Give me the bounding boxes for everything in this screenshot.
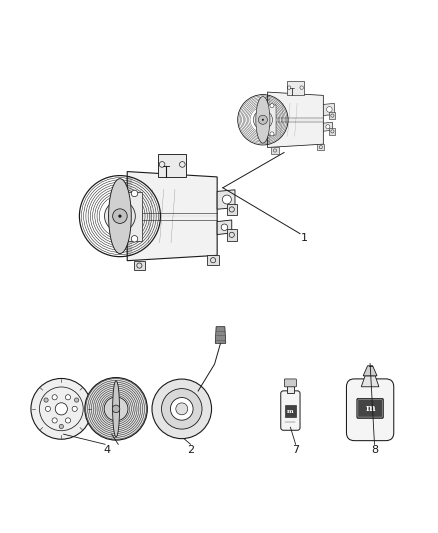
- Bar: [286, 386, 294, 393]
- FancyBboxPatch shape: [357, 398, 383, 418]
- Circle shape: [55, 403, 67, 415]
- FancyBboxPatch shape: [281, 391, 300, 430]
- Circle shape: [326, 125, 330, 128]
- Circle shape: [118, 214, 121, 218]
- Polygon shape: [317, 144, 324, 150]
- Polygon shape: [158, 154, 187, 177]
- Polygon shape: [127, 192, 142, 240]
- Text: 4: 4: [104, 445, 111, 455]
- Circle shape: [65, 395, 71, 400]
- Polygon shape: [329, 112, 336, 119]
- Text: m: m: [287, 409, 294, 414]
- Polygon shape: [127, 172, 217, 261]
- Polygon shape: [323, 122, 332, 131]
- Circle shape: [131, 190, 138, 197]
- Circle shape: [270, 103, 274, 108]
- Text: 1: 1: [301, 233, 308, 243]
- Circle shape: [253, 110, 272, 130]
- Circle shape: [72, 406, 77, 411]
- Ellipse shape: [113, 381, 120, 437]
- Polygon shape: [286, 82, 304, 95]
- Ellipse shape: [256, 96, 270, 143]
- Polygon shape: [217, 190, 235, 209]
- Circle shape: [221, 224, 228, 230]
- Polygon shape: [323, 103, 335, 116]
- Polygon shape: [363, 366, 377, 376]
- Polygon shape: [329, 128, 336, 135]
- Circle shape: [112, 405, 120, 413]
- Circle shape: [52, 418, 57, 423]
- Circle shape: [59, 424, 64, 429]
- Polygon shape: [268, 104, 276, 135]
- Polygon shape: [217, 220, 232, 235]
- Circle shape: [258, 115, 268, 124]
- Circle shape: [176, 403, 188, 415]
- Circle shape: [31, 378, 92, 439]
- Circle shape: [162, 389, 202, 429]
- Circle shape: [105, 201, 135, 231]
- Polygon shape: [361, 376, 379, 387]
- Circle shape: [170, 398, 193, 420]
- FancyBboxPatch shape: [284, 379, 297, 387]
- Circle shape: [46, 406, 50, 411]
- Circle shape: [74, 398, 79, 402]
- Circle shape: [327, 107, 332, 112]
- Polygon shape: [134, 261, 145, 270]
- Circle shape: [44, 398, 48, 402]
- Bar: [285, 406, 296, 417]
- Ellipse shape: [109, 179, 131, 254]
- Text: 2: 2: [187, 445, 194, 455]
- FancyBboxPatch shape: [346, 379, 394, 441]
- Polygon shape: [208, 255, 219, 265]
- Circle shape: [104, 397, 128, 421]
- Circle shape: [85, 377, 147, 440]
- Text: 7: 7: [292, 445, 299, 455]
- Text: m: m: [365, 404, 375, 413]
- Circle shape: [113, 209, 127, 223]
- Polygon shape: [272, 148, 279, 154]
- Circle shape: [270, 132, 274, 136]
- Polygon shape: [227, 204, 237, 215]
- Circle shape: [52, 395, 57, 400]
- Polygon shape: [268, 92, 323, 148]
- Text: 8: 8: [371, 445, 378, 455]
- Polygon shape: [227, 229, 237, 240]
- Circle shape: [152, 379, 212, 439]
- Polygon shape: [215, 327, 226, 343]
- Circle shape: [131, 236, 138, 242]
- Circle shape: [223, 195, 231, 204]
- Circle shape: [65, 418, 71, 423]
- Circle shape: [262, 119, 264, 121]
